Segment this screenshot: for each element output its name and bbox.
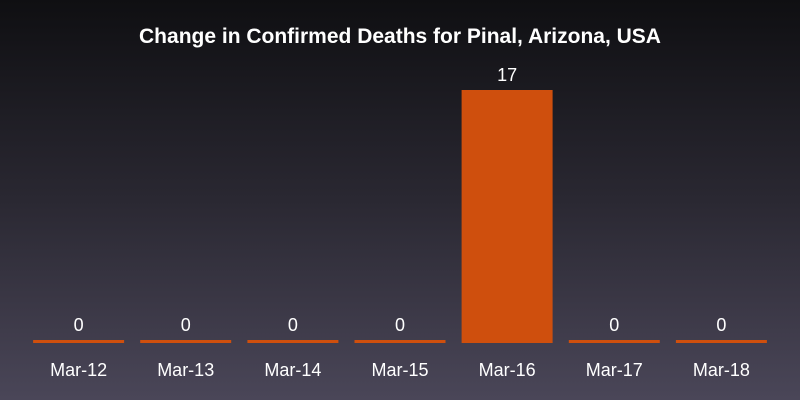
x-tick-label-mar-13: Mar-13 — [157, 360, 214, 380]
x-axis-tick-labels: Mar-12 Mar-13 Mar-14 Mar-15 Mar-16 Mar-17 Mar-… — [50, 360, 750, 380]
data-label-mar-15: 0 — [395, 315, 405, 335]
data-label-mar-16: 17 — [497, 65, 517, 85]
bar-mar-18 — [675, 340, 767, 343]
bar-mar-15 — [354, 340, 446, 343]
x-tick-label-mar-14: Mar-14 — [264, 360, 321, 380]
x-tick-label-mar-16: Mar-16 — [479, 360, 536, 380]
data-label-mar-13: 0 — [181, 315, 191, 335]
data-label-mar-18: 0 — [716, 315, 726, 335]
x-tick-label-mar-12: Mar-12 — [50, 360, 107, 380]
data-label-mar-14: 0 — [288, 315, 298, 335]
bar-mar-12 — [33, 340, 125, 343]
x-tick-label-mar-18: Mar-18 — [693, 360, 750, 380]
data-label-mar-12: 0 — [74, 315, 84, 335]
bar-mar-17 — [568, 340, 660, 343]
data-label-mar-17: 0 — [609, 315, 619, 335]
chart-title: Change in Confirmed Deaths for Pinal, Ar… — [139, 25, 661, 48]
bar-mar-13 — [140, 340, 232, 343]
x-tick-label-mar-17: Mar-17 — [586, 360, 643, 380]
bar-mar-14 — [247, 340, 339, 343]
data-labels-layer: 0 0 0 0 17 0 0 — [74, 65, 727, 335]
x-tick-label-mar-15: Mar-15 — [371, 360, 428, 380]
bar-mar-16 — [461, 90, 553, 343]
bars-layer — [33, 90, 767, 343]
